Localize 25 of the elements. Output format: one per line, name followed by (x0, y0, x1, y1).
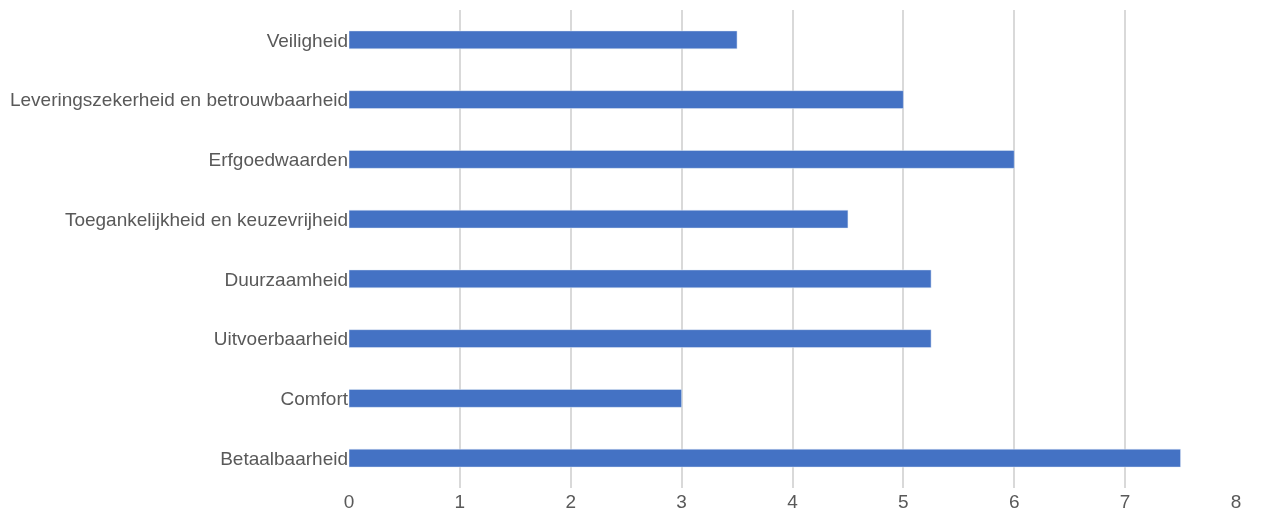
bar (349, 150, 1015, 169)
y-tick-label: Duurzaamheid (224, 268, 348, 290)
x-tick-label: 2 (565, 491, 577, 512)
x-tick-label: 4 (787, 491, 799, 512)
bar (349, 209, 849, 229)
bar (349, 389, 682, 408)
bar (349, 269, 932, 289)
y-tick-label: Betaalbaarheid (220, 447, 348, 469)
x-tick-label: 3 (676, 491, 687, 512)
bar (349, 90, 904, 109)
x-tick-label: 1 (454, 491, 466, 512)
bar (349, 30, 738, 50)
bar (349, 329, 932, 348)
y-tick-label: Erfgoedwaarden (208, 149, 348, 171)
x-tick-label: 8 (1230, 491, 1242, 512)
y-tick-label: Veiligheid (266, 29, 348, 51)
x-tick-label: 6 (1008, 491, 1020, 512)
y-tick-label: Leveringszekerheid en betrouwbaarheid (9, 89, 348, 111)
bar (349, 448, 1181, 468)
y-tick-label: Uitvoerbaarheid (213, 328, 348, 350)
x-tick-label: 7 (1119, 491, 1131, 512)
y-tick-label: Toegankelijkheid en keuzevrijheid (64, 208, 348, 230)
x-tick-label: 0 (343, 491, 355, 512)
x-tick-label: 5 (898, 491, 909, 512)
y-tick-label: Comfort (280, 388, 349, 410)
